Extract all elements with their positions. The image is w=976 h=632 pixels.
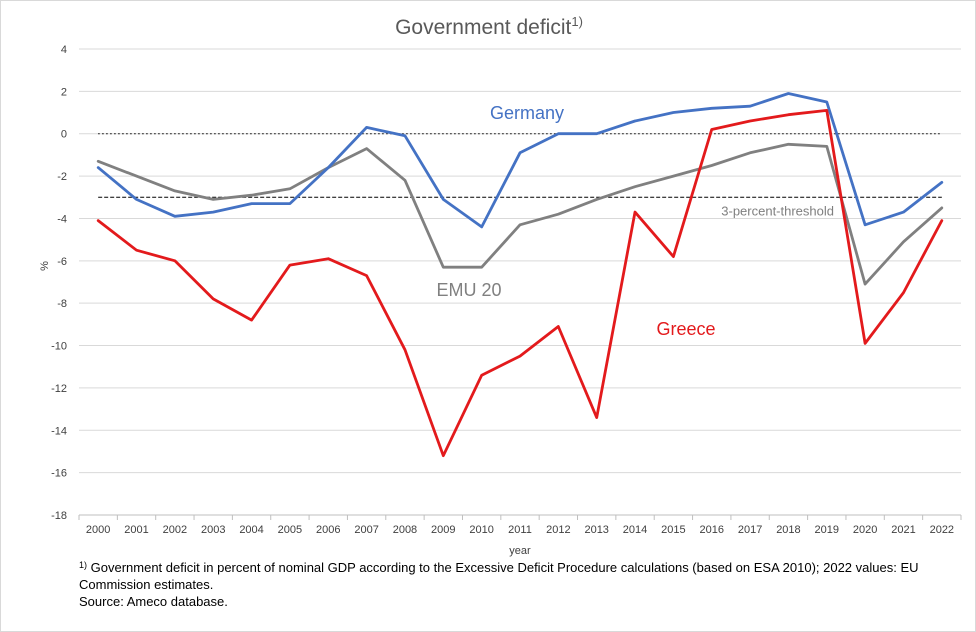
footnote-text: 1) Government deficit in percent of nomi… [79,559,959,593]
x-tick-label: 2017 [738,524,762,536]
series-label-germany: Germany [490,103,564,123]
source-note: Source: Ameco database. [79,594,228,609]
series-line-emu-20 [96,142,944,286]
x-tick-label: 2019 [815,524,839,536]
y-tick-label: -4 [57,213,67,225]
x-tick-label: 2005 [278,524,302,536]
y-tick-label: 4 [61,44,67,56]
series-label-emu-20: EMU 20 [436,280,501,300]
y-tick-label: -18 [51,510,67,522]
y-axis-label: % [39,261,51,271]
x-tick-label: 2009 [431,524,455,536]
y-tick-label: -14 [51,425,67,437]
y-tick-label: -12 [51,383,67,395]
x-tick-label: 2007 [354,524,378,536]
x-tick-label: 2011 [508,524,532,536]
x-tick-label: 2006 [316,524,340,536]
x-tick-label: 2012 [546,524,570,536]
x-tick-label: 2001 [124,524,148,536]
x-tick-label: 2003 [201,524,225,536]
series-label-greece: Greece [656,319,715,339]
footnote: 1) Government deficit in percent of nomi… [79,559,959,610]
x-tick-label: 2008 [393,524,417,536]
x-tick-label: 2018 [776,524,800,536]
series-line-germany [96,92,944,229]
x-tick-label: 2004 [239,524,263,536]
x-tick-label: 2015 [661,524,685,536]
chart-title-text: Government deficit [395,16,571,39]
chart-title: Government deficit1) [395,14,583,39]
government-deficit-chart: Government deficit1) 4 2 0 -2 -4 -6 -8 -10 -12 -14… [39,14,962,557]
x-tick-label: 2021 [891,524,915,536]
chart-title-superscript: 1) [571,14,583,29]
footnote-marker: 1) [79,560,88,570]
x-tick-label: 2013 [584,524,608,536]
y-tick-label: -16 [51,468,67,480]
y-tick-label: -8 [57,298,67,310]
threshold-label: 3-percent-threshold [721,203,834,218]
x-tick-label: 2020 [853,524,877,536]
y-tick-label: -2 [57,171,67,183]
x-tick-label: 2022 [930,524,954,536]
x-tick-label: 2000 [86,524,110,536]
y-tick-label: -10 [51,341,67,353]
x-tick-label: 2014 [623,524,647,536]
y-tick-label: 2 [61,86,67,98]
x-axis-label: year [509,545,531,557]
x-tick-label: 2016 [699,524,723,536]
y-tick-label: 0 [61,129,67,141]
x-tick-label: 2002 [163,524,187,536]
footnote-line: Government deficit in percent of nominal… [79,560,919,592]
y-tick-label: -6 [57,256,67,268]
series-line-greece [96,109,944,458]
x-tick-label: 2010 [469,524,493,536]
